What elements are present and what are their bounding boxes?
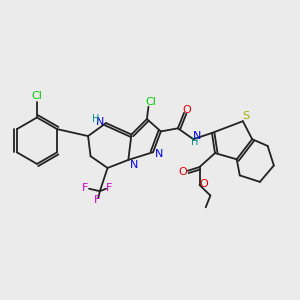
Text: F: F	[106, 183, 112, 193]
Text: Cl: Cl	[32, 91, 42, 101]
Text: F: F	[82, 183, 88, 193]
Text: N: N	[193, 131, 201, 141]
Text: H: H	[92, 114, 100, 124]
Text: O: O	[199, 179, 208, 189]
Text: H: H	[191, 137, 199, 147]
Text: N: N	[155, 149, 164, 159]
Text: N: N	[96, 116, 105, 127]
Text: S: S	[242, 111, 249, 121]
Text: O: O	[183, 105, 191, 115]
Text: Cl: Cl	[145, 97, 156, 107]
Text: F: F	[94, 196, 100, 206]
Text: O: O	[179, 167, 188, 177]
Text: N: N	[130, 160, 138, 170]
